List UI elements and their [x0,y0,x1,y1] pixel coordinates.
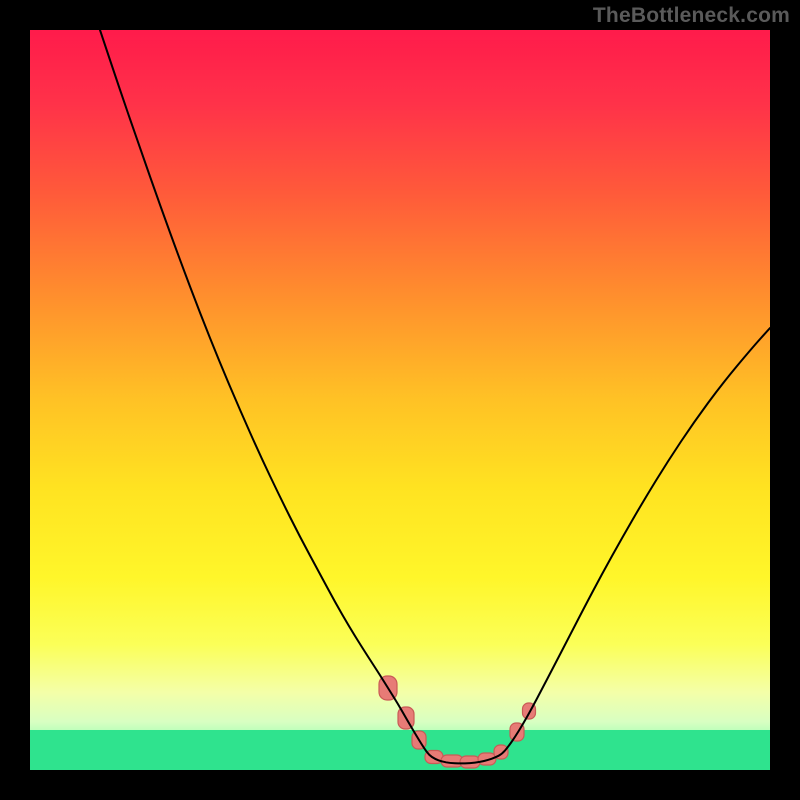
outer-frame: TheBottleneck.com [0,0,800,800]
plot-area [30,30,770,770]
gradient-background [30,30,770,770]
watermark-text: TheBottleneck.com [593,4,790,28]
chart-svg [30,30,770,770]
bottom-green-band [30,730,770,770]
